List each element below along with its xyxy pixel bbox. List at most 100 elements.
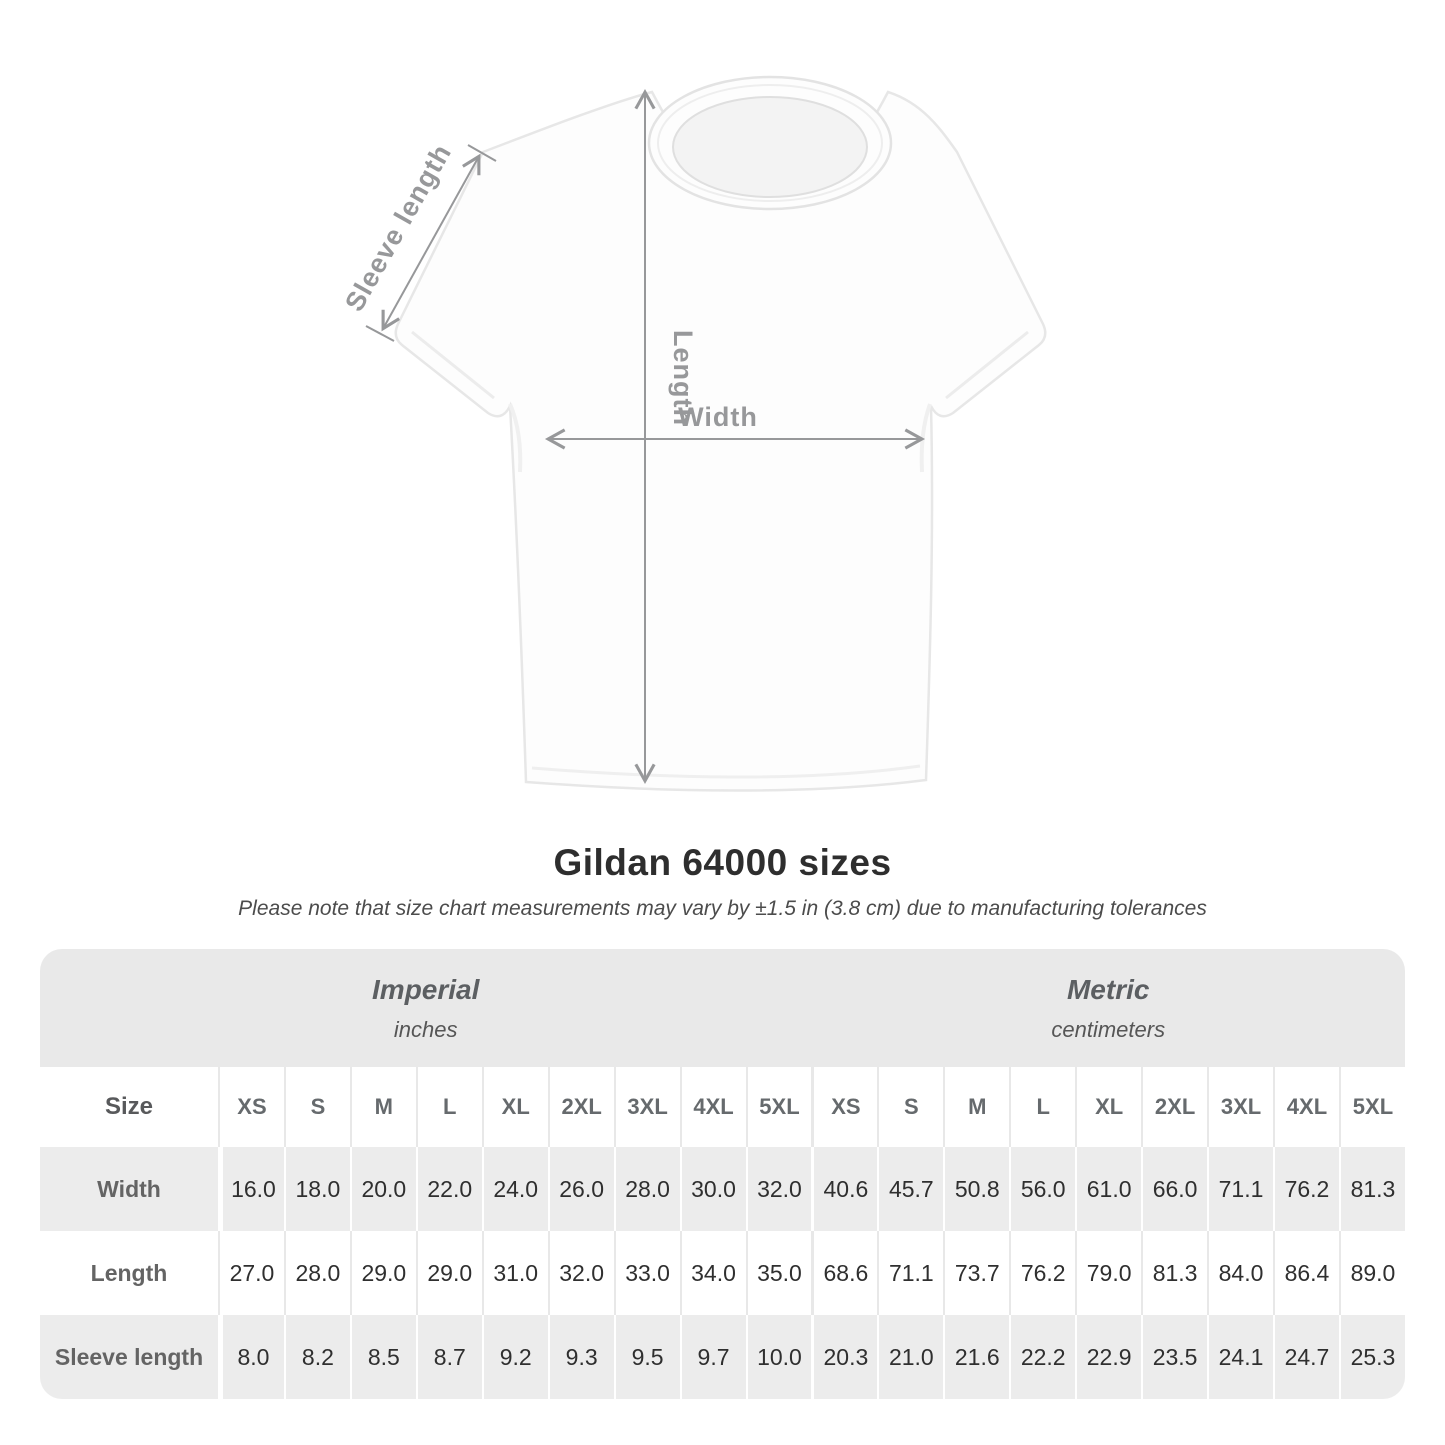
value-cell: 8.0 bbox=[218, 1315, 284, 1399]
value-cell: 30.0 bbox=[679, 1147, 746, 1231]
value-cell: 61.0 bbox=[1075, 1147, 1142, 1231]
value-cell: 84.0 bbox=[1207, 1231, 1273, 1315]
value-cell: 9.2 bbox=[481, 1315, 548, 1399]
value-cell: 35.0 bbox=[745, 1231, 812, 1315]
size-header-cell: 2XL bbox=[1141, 1067, 1208, 1147]
size-header-cell: XS bbox=[811, 1067, 878, 1147]
size-header-cell: 2XL bbox=[547, 1067, 614, 1147]
value-cell: 18.0 bbox=[283, 1147, 350, 1231]
measurement-arrows bbox=[365, 88, 926, 785]
imperial-unit: inches bbox=[393, 1016, 458, 1042]
value-cell: 9.3 bbox=[547, 1315, 614, 1399]
imperial-label: Imperial bbox=[372, 973, 480, 1005]
sleeve-arrow-tick bbox=[365, 325, 395, 342]
value-cell: 71.1 bbox=[877, 1231, 944, 1315]
value-cell: 21.6 bbox=[943, 1315, 1010, 1399]
value-cell: 29.0 bbox=[415, 1231, 482, 1315]
value-cell: 21.0 bbox=[877, 1315, 944, 1399]
tshirt-measurement-diagram: Sleeve length Length Width bbox=[339, 75, 1047, 792]
value-cell: 20.0 bbox=[349, 1147, 416, 1231]
collar-opening bbox=[672, 96, 868, 198]
sleeve-arrow-tick bbox=[467, 144, 497, 162]
value-cell: 33.0 bbox=[613, 1231, 680, 1315]
metric-unit: centimeters bbox=[1051, 1016, 1166, 1042]
imperial-section-header: Imperial inches bbox=[40, 949, 812, 1067]
size-column-header: Size bbox=[40, 1067, 218, 1147]
units-header-row: Imperial inches Metric centimeters bbox=[40, 949, 1405, 1067]
tolerance-note: Please note that size chart measurements… bbox=[238, 897, 1207, 920]
metric-label: Metric bbox=[1066, 973, 1150, 1005]
value-cell: 16.0 bbox=[218, 1147, 284, 1231]
row-label-length: Length bbox=[40, 1231, 218, 1315]
value-cell: 23.5 bbox=[1141, 1315, 1208, 1399]
value-cell: 71.1 bbox=[1207, 1147, 1273, 1231]
size-header-cell: 5XL bbox=[745, 1067, 812, 1147]
length-label: Length bbox=[668, 330, 698, 426]
value-cell: 22.2 bbox=[1009, 1315, 1076, 1399]
value-cell: 79.0 bbox=[1075, 1231, 1142, 1315]
size-header-cell: 4XL bbox=[679, 1067, 746, 1147]
size-header-cell: 3XL bbox=[1207, 1067, 1273, 1147]
value-cell: 32.0 bbox=[745, 1147, 812, 1231]
table-row-length: Length 27.0 28.0 29.0 29.0 31.0 32.0 33.… bbox=[40, 1231, 1405, 1315]
size-header-cell: M bbox=[943, 1067, 1010, 1147]
metric-section-header: Metric centimeters bbox=[811, 949, 1405, 1067]
size-table: Imperial inches Metric centimeters Size … bbox=[40, 949, 1405, 1399]
tshirt-illustration: Sleeve length Length Width bbox=[339, 75, 1047, 792]
size-header-cell: XL bbox=[481, 1067, 548, 1147]
value-cell: 8.5 bbox=[349, 1315, 416, 1399]
value-cell: 8.2 bbox=[283, 1315, 350, 1399]
value-cell: 10.0 bbox=[745, 1315, 812, 1399]
size-header-cell: S bbox=[283, 1067, 350, 1147]
size-header-cell: L bbox=[1009, 1067, 1076, 1147]
size-table-container: Imperial inches Metric centimeters Size … bbox=[40, 949, 1405, 1399]
value-cell: 68.6 bbox=[811, 1231, 878, 1315]
sleeve-length-arrow bbox=[381, 153, 481, 332]
value-cell: 34.0 bbox=[679, 1231, 746, 1315]
value-cell: 81.3 bbox=[1141, 1231, 1208, 1315]
value-cell: 22.0 bbox=[415, 1147, 482, 1231]
value-cell: 32.0 bbox=[547, 1231, 614, 1315]
value-cell: 76.2 bbox=[1009, 1231, 1076, 1315]
size-header-cell: 3XL bbox=[613, 1067, 680, 1147]
value-cell: 50.8 bbox=[943, 1147, 1010, 1231]
row-label-sleeve-length: Sleeve length bbox=[40, 1315, 218, 1399]
value-cell: 8.7 bbox=[415, 1315, 482, 1399]
size-header-cell: XL bbox=[1075, 1067, 1142, 1147]
value-cell: 24.0 bbox=[481, 1147, 548, 1231]
value-cell: 27.0 bbox=[218, 1231, 284, 1315]
value-cell: 24.1 bbox=[1207, 1315, 1273, 1399]
page-title: Gildan 64000 sizes bbox=[553, 842, 892, 883]
size-header-cell: 5XL bbox=[1338, 1067, 1405, 1147]
value-cell: 9.5 bbox=[613, 1315, 680, 1399]
value-cell: 86.4 bbox=[1273, 1231, 1339, 1315]
value-cell: 20.3 bbox=[811, 1315, 878, 1399]
table-row-sleeve-length: Sleeve length 8.0 8.2 8.5 8.7 9.2 9.3 9.… bbox=[40, 1315, 1405, 1399]
value-cell: 56.0 bbox=[1009, 1147, 1076, 1231]
value-cell: 66.0 bbox=[1141, 1147, 1208, 1231]
value-cell: 45.7 bbox=[877, 1147, 944, 1231]
value-cell: 25.3 bbox=[1338, 1315, 1405, 1399]
tshirt-shape bbox=[394, 75, 1047, 792]
table-row-width: Width 16.0 18.0 20.0 22.0 24.0 26.0 28.0… bbox=[40, 1147, 1405, 1231]
value-cell: 22.9 bbox=[1075, 1315, 1142, 1399]
size-header-cell: 4XL bbox=[1273, 1067, 1339, 1147]
value-cell: 28.0 bbox=[613, 1147, 680, 1231]
value-cell: 31.0 bbox=[481, 1231, 548, 1315]
size-header-cell: S bbox=[877, 1067, 944, 1147]
size-header-cell: XS bbox=[218, 1067, 284, 1147]
value-cell: 89.0 bbox=[1338, 1231, 1405, 1315]
row-label-width: Width bbox=[40, 1147, 218, 1231]
value-cell: 9.7 bbox=[679, 1315, 746, 1399]
size-header-row: Size XS S M L XL 2XL 3XL 4XL 5XL XS S M … bbox=[40, 1067, 1405, 1147]
value-cell: 29.0 bbox=[349, 1231, 416, 1315]
value-cell: 73.7 bbox=[943, 1231, 1010, 1315]
collar-seam bbox=[657, 84, 883, 202]
size-header-cell: M bbox=[349, 1067, 416, 1147]
value-cell: 28.0 bbox=[283, 1231, 350, 1315]
value-cell: 24.7 bbox=[1273, 1315, 1339, 1399]
value-cell: 81.3 bbox=[1338, 1147, 1405, 1231]
width-label: Width bbox=[678, 402, 758, 432]
size-header-cell: L bbox=[415, 1067, 482, 1147]
value-cell: 76.2 bbox=[1273, 1147, 1339, 1231]
